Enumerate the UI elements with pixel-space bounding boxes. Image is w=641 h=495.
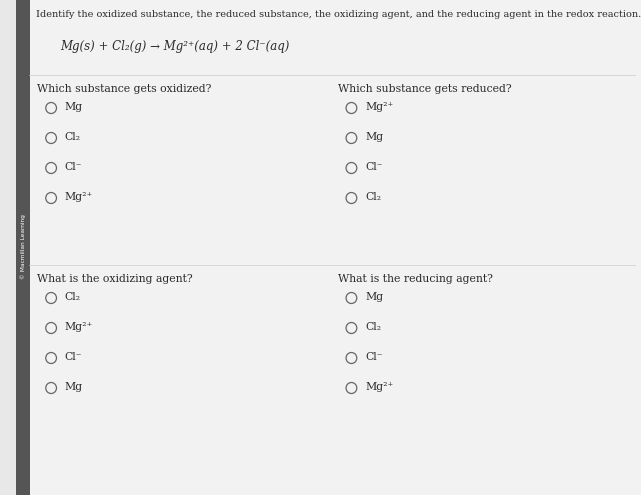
Text: Cl₂: Cl₂ bbox=[365, 193, 381, 202]
Text: Mg: Mg bbox=[365, 293, 383, 302]
FancyBboxPatch shape bbox=[29, 0, 641, 495]
Text: Cl⁻: Cl⁻ bbox=[65, 162, 82, 172]
Text: Cl₂: Cl₂ bbox=[65, 133, 81, 143]
Text: Which substance gets reduced?: Which substance gets reduced? bbox=[338, 84, 512, 94]
Text: Cl₂: Cl₂ bbox=[65, 293, 81, 302]
Text: Mg: Mg bbox=[65, 102, 83, 112]
Text: Cl⁻: Cl⁻ bbox=[365, 352, 383, 362]
Text: Mg²⁺: Mg²⁺ bbox=[65, 193, 93, 202]
Text: Identify the oxidized substance, the reduced substance, the oxidizing agent, and: Identify the oxidized substance, the red… bbox=[35, 10, 641, 19]
Text: What is the oxidizing agent?: What is the oxidizing agent? bbox=[37, 274, 193, 284]
Text: Mg: Mg bbox=[365, 133, 383, 143]
Text: Mg²⁺: Mg²⁺ bbox=[365, 102, 394, 112]
Text: Cl⁻: Cl⁻ bbox=[365, 162, 383, 172]
Text: Cl⁻: Cl⁻ bbox=[65, 352, 82, 362]
Text: © Macmillan Learning: © Macmillan Learning bbox=[20, 214, 26, 280]
Text: What is the reducing agent?: What is the reducing agent? bbox=[338, 274, 493, 284]
Text: Mg²⁺: Mg²⁺ bbox=[65, 323, 93, 333]
Bar bbox=[16, 0, 29, 495]
Text: Cl₂: Cl₂ bbox=[365, 323, 381, 333]
Text: Mg: Mg bbox=[65, 383, 83, 393]
Text: Mg(s) + Cl₂(g) → Mg²⁺(aq) + 2 Cl⁻(aq): Mg(s) + Cl₂(g) → Mg²⁺(aq) + 2 Cl⁻(aq) bbox=[60, 40, 289, 53]
Text: Which substance gets oxidized?: Which substance gets oxidized? bbox=[37, 84, 212, 94]
Text: Mg²⁺: Mg²⁺ bbox=[365, 383, 394, 393]
